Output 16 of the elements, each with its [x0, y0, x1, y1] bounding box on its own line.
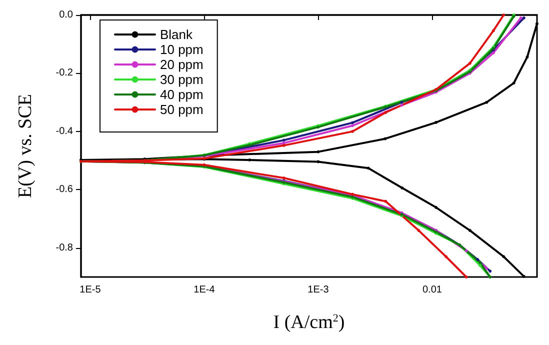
y-tick-label: -0.2: [56, 68, 74, 79]
y-axis-title: E(V) vs. SCE: [15, 94, 36, 198]
legend-label: 40 ppm: [160, 87, 204, 102]
x-tick-label: 1E-3: [308, 284, 330, 296]
legend-label: 20 ppm: [160, 57, 204, 72]
legend-label: Blank: [160, 27, 194, 42]
y-tick-label: 0.0: [59, 10, 74, 20]
y-tick-label: -0.4: [56, 126, 74, 137]
y-tick-label: -0.6: [56, 184, 74, 196]
legend-label: 10 ppm: [160, 42, 204, 57]
x-tick-label: 1E-4: [194, 284, 216, 296]
y-tick-label: -0.8: [56, 242, 74, 254]
x-tick-label: 0.01: [422, 284, 442, 296]
x-tick-label: 1E-5: [80, 284, 102, 296]
legend-label: 50 ppm: [160, 102, 204, 117]
legend-label: 30 ppm: [160, 72, 204, 87]
